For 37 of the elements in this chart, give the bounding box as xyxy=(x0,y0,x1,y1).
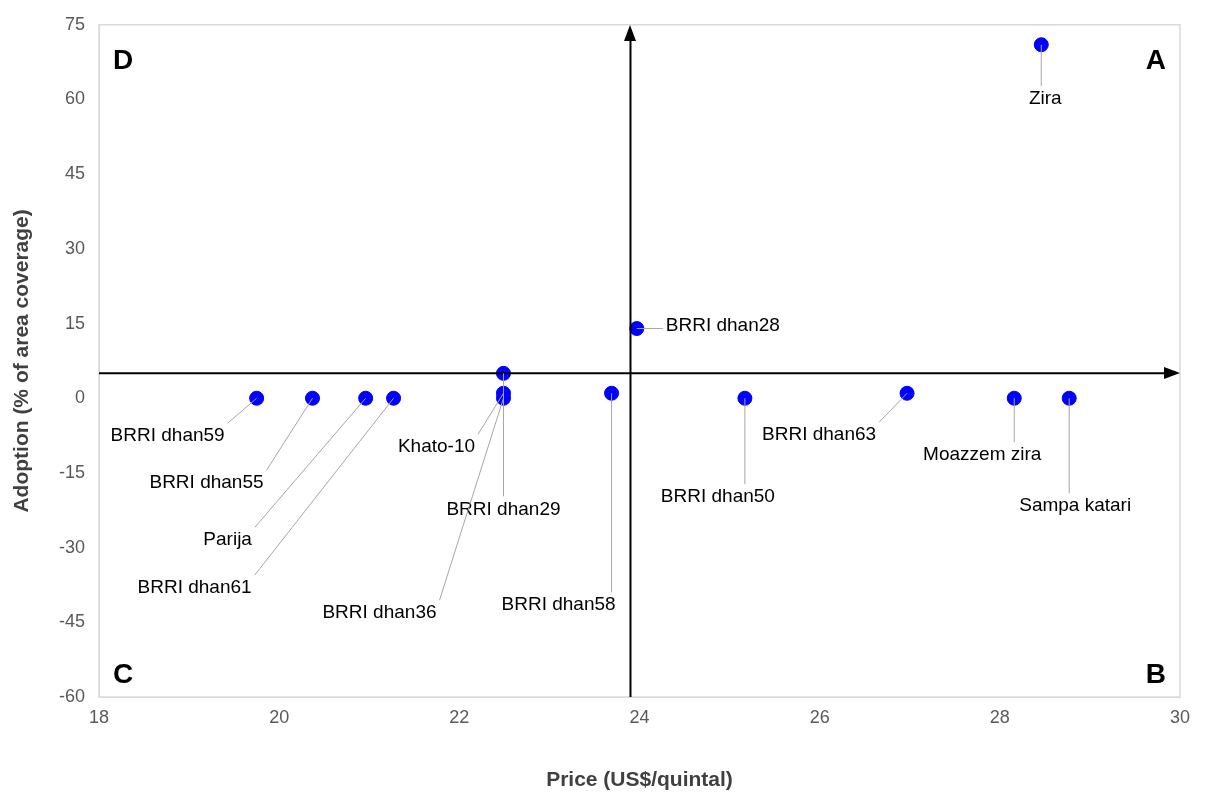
x-tick-label: 24 xyxy=(629,706,650,727)
x-tick-label: 20 xyxy=(269,706,290,727)
x-tick-label: 30 xyxy=(1169,706,1191,727)
annotation: A xyxy=(1145,43,1166,75)
annotation: BRRI dhan36 xyxy=(322,601,437,623)
x-tick-label: 26 xyxy=(809,706,830,727)
y-tick-label: -30 xyxy=(58,536,85,557)
y-tick-label: 15 xyxy=(64,312,85,333)
y-tick-label: 30 xyxy=(64,237,85,258)
annotation: Zira xyxy=(1028,86,1063,108)
annotation: Moazzem zira xyxy=(923,443,1042,465)
annotation: D xyxy=(113,43,134,75)
x-axis-title: Price (US$/quintal) xyxy=(546,767,733,791)
annotation: BRRI dhan29 xyxy=(446,497,561,519)
y-tick-label: -15 xyxy=(58,461,85,482)
annotation: BRRI dhan50 xyxy=(660,485,775,507)
annotation: Parija xyxy=(203,528,253,550)
annotation: B xyxy=(1145,657,1166,689)
x-tick-label: 18 xyxy=(88,706,110,727)
annotation: BRRI dhan61 xyxy=(137,576,252,598)
y-axis-title: Adoption (% of area coverage) xyxy=(9,209,33,513)
annotation: C xyxy=(113,657,134,689)
annotation: Khato-10 xyxy=(397,435,476,457)
annotation: Sampa katari xyxy=(1019,494,1132,516)
annotation: BRRI dhan59 xyxy=(110,424,225,446)
y-tick-label: 75 xyxy=(64,13,85,34)
y-tick-label: 0 xyxy=(74,387,85,408)
y-tick-label: 60 xyxy=(64,88,85,109)
y-tick-label: 45 xyxy=(64,163,85,184)
x-tick-label: 28 xyxy=(989,706,1010,727)
annotation: BRRI dhan58 xyxy=(501,593,616,615)
x-tick-label: 22 xyxy=(449,706,470,727)
annotation: BRRI dhan28 xyxy=(665,313,780,335)
annotation: BRRI dhan55 xyxy=(149,471,264,493)
y-tick-label: -60 xyxy=(58,685,85,706)
annotation: BRRI dhan63 xyxy=(762,423,877,445)
y-tick-label: -45 xyxy=(58,611,85,632)
